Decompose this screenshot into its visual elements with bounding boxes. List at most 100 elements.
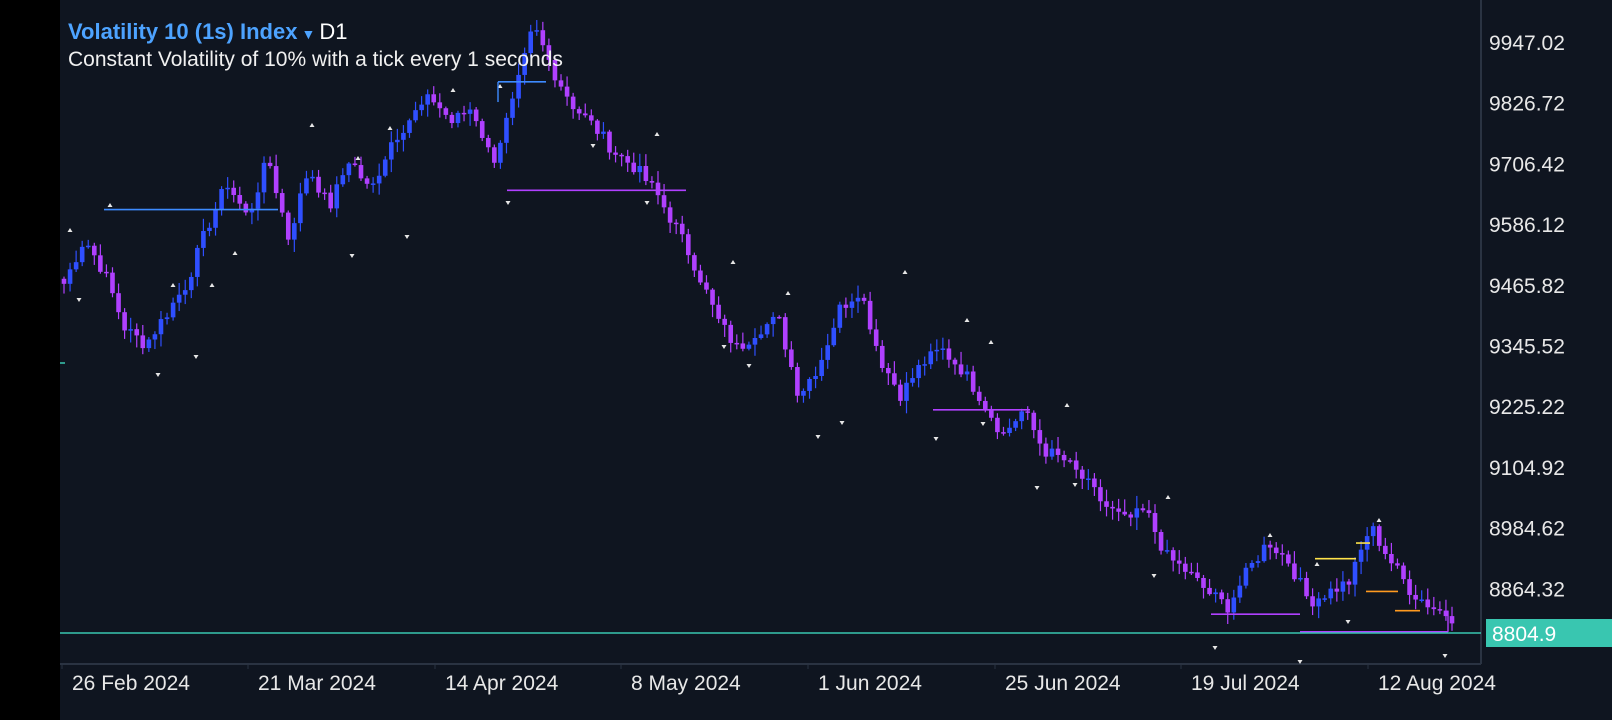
candle xyxy=(443,106,449,120)
candle xyxy=(667,201,673,233)
price-axis-label: 9345.52 xyxy=(1489,336,1565,359)
candle xyxy=(467,102,473,126)
candle xyxy=(1225,592,1231,625)
fractal-down-marker xyxy=(721,345,727,349)
candle xyxy=(1061,450,1067,468)
candle xyxy=(1043,437,1049,464)
candle xyxy=(273,154,279,199)
candle xyxy=(861,293,867,305)
candle xyxy=(437,93,443,118)
candle xyxy=(358,156,364,181)
candle xyxy=(528,24,534,58)
candle xyxy=(1158,529,1164,555)
candle xyxy=(122,308,127,339)
chart-header: Volatility 10 (1s) Index ▼ D1 xyxy=(68,18,347,48)
candle xyxy=(1176,550,1182,575)
fractal-down-marker xyxy=(746,364,752,368)
candle xyxy=(285,210,291,246)
candle xyxy=(879,340,885,373)
fractal-markers xyxy=(67,84,1448,664)
current-price-label: 8804.9 xyxy=(1492,623,1556,646)
candle xyxy=(764,322,770,338)
candle xyxy=(146,337,152,352)
candle xyxy=(67,262,73,292)
candle xyxy=(1207,578,1212,596)
candle xyxy=(431,86,437,106)
fractal-up-marker xyxy=(1267,533,1273,537)
candle xyxy=(910,368,915,387)
candle xyxy=(795,362,800,403)
candle xyxy=(310,170,315,182)
candle xyxy=(922,356,927,376)
candle xyxy=(849,293,855,318)
candle xyxy=(625,149,630,172)
candle xyxy=(389,131,394,173)
fractal-down-marker xyxy=(404,235,410,239)
candle xyxy=(643,154,649,186)
symbol-dropdown-icon[interactable]: ▼ xyxy=(301,26,316,42)
candle xyxy=(292,217,297,252)
candle xyxy=(1110,500,1115,520)
candle xyxy=(1334,578,1340,602)
candle xyxy=(1316,592,1321,619)
candle xyxy=(837,301,843,333)
candle xyxy=(886,363,891,386)
fractal-up-marker xyxy=(730,260,736,264)
candle xyxy=(1279,544,1285,566)
price-axis-label: 9826.72 xyxy=(1489,93,1565,116)
candle xyxy=(1358,541,1364,575)
candle xyxy=(831,318,837,347)
candle xyxy=(473,107,479,127)
candle xyxy=(855,285,861,313)
candle xyxy=(1328,581,1334,605)
candle xyxy=(219,186,224,216)
chart-area[interactable]: 9947.02 9826.72 9706.42 9586.12 9465.82 9345.… xyxy=(60,0,1612,720)
candle xyxy=(989,405,994,422)
candle xyxy=(1201,574,1206,599)
candle xyxy=(970,365,976,395)
candle xyxy=(716,296,721,324)
candle xyxy=(552,57,558,88)
time-axis-label: 12 Aug 2024 xyxy=(1378,672,1496,695)
candle xyxy=(946,339,952,368)
candle xyxy=(213,202,218,236)
candle xyxy=(1322,594,1328,603)
time-axis-label: 26 Feb 2024 xyxy=(72,672,190,695)
price-axis-label: 9586.12 xyxy=(1489,214,1565,237)
candle xyxy=(1401,562,1406,584)
candle xyxy=(1013,418,1018,432)
candle xyxy=(237,186,243,210)
candle xyxy=(813,366,818,389)
candle xyxy=(1213,588,1218,603)
candle xyxy=(1243,562,1249,589)
candle xyxy=(479,118,485,142)
candle xyxy=(267,156,273,169)
fractal-up-marker xyxy=(497,84,503,88)
candle xyxy=(540,21,546,52)
candle xyxy=(819,347,824,381)
candle xyxy=(261,156,267,204)
price-axis-label: 9465.82 xyxy=(1489,275,1565,298)
candle xyxy=(334,176,340,218)
current-price-badge xyxy=(1486,619,1612,647)
candle xyxy=(1140,503,1146,513)
candle xyxy=(704,275,709,294)
candle xyxy=(1261,536,1267,563)
time-axis-label: 21 Mar 2024 xyxy=(258,672,376,695)
candle xyxy=(73,250,79,273)
candle xyxy=(1340,571,1346,601)
candle xyxy=(1419,590,1424,603)
timeframe-label[interactable]: D1 xyxy=(319,19,348,44)
fractal-up-marker xyxy=(309,123,315,127)
chart-canvas[interactable]: 9947.02 9826.72 9706.42 9586.12 9465.82 9345.… xyxy=(60,0,1612,720)
candle xyxy=(631,152,637,175)
time-axis-label: 8 May 2024 xyxy=(631,672,741,695)
candle xyxy=(243,201,249,216)
candle xyxy=(61,276,67,294)
candle xyxy=(801,388,806,403)
candle xyxy=(1098,479,1103,512)
candle xyxy=(1376,524,1382,552)
symbol-name[interactable]: Volatility 10 (1s) Index xyxy=(68,19,298,44)
candle xyxy=(1237,575,1243,603)
fractal-up-marker xyxy=(107,203,113,207)
